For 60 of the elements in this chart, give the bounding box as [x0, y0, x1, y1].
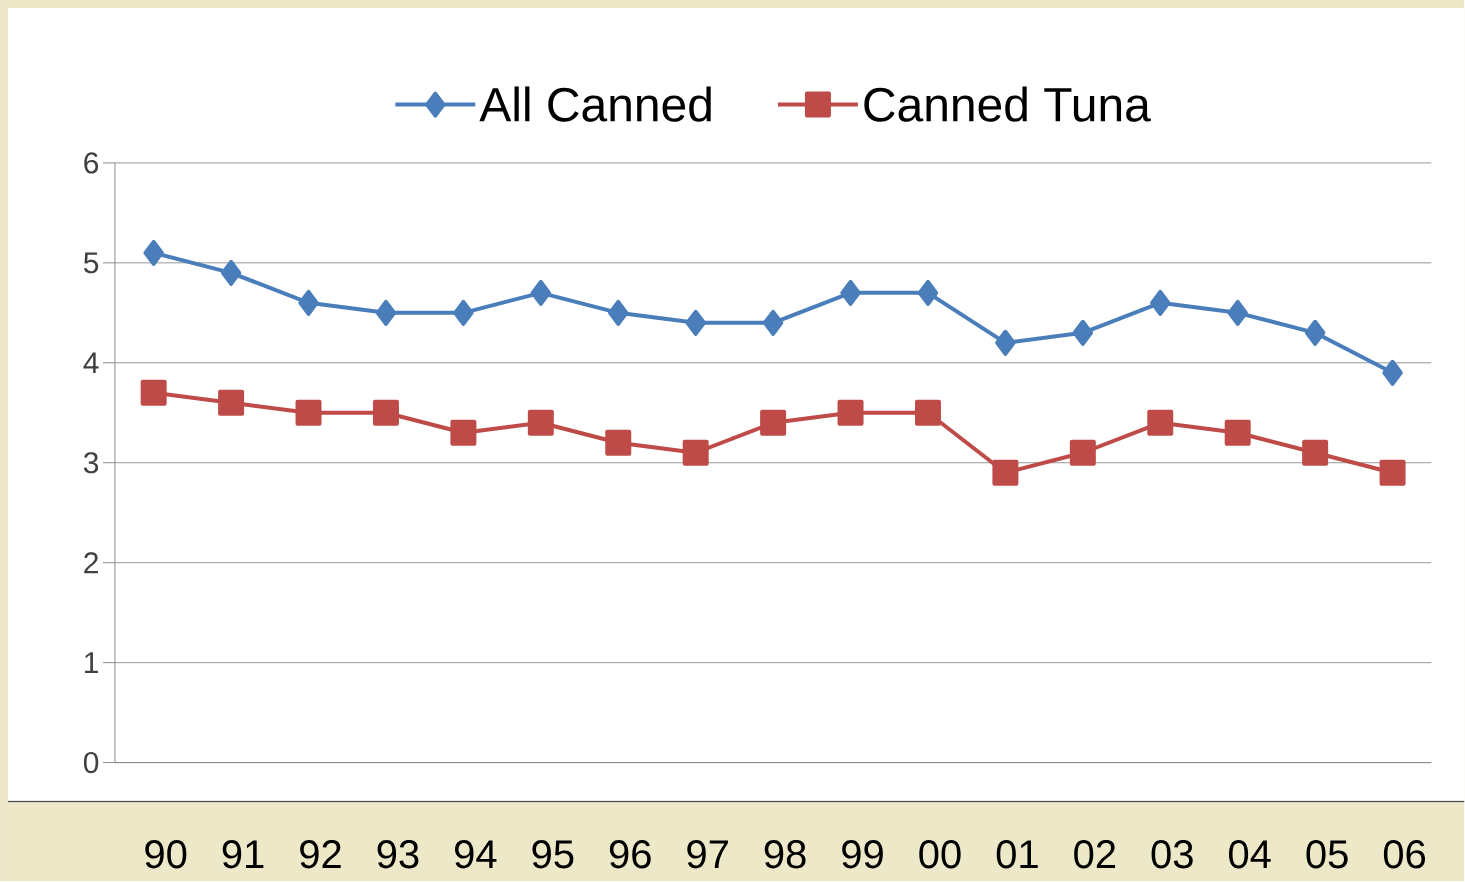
x-tick-label: 05 — [1306, 840, 1348, 869]
x-tick-label: 91 — [222, 840, 264, 869]
point — [220, 260, 242, 287]
y-tick-label: 5 — [83, 252, 99, 274]
point — [995, 330, 1016, 357]
point — [837, 400, 864, 426]
x-tick-label: 99 — [842, 840, 883, 869]
x-tick-label: 90 — [145, 840, 187, 869]
point — [685, 310, 706, 337]
legend-label: Canned Tuna — [864, 86, 1151, 122]
point — [295, 400, 322, 426]
point — [1302, 439, 1329, 466]
point — [762, 310, 784, 337]
x-tick-label: 93 — [377, 840, 419, 869]
x-tick-label: 94 — [455, 840, 497, 869]
x-tick-label: 97 — [687, 840, 728, 869]
point — [1227, 300, 1248, 327]
x-tick-label: 06 — [1383, 840, 1426, 869]
point — [682, 439, 709, 466]
x-tick-label: 01 — [996, 840, 1038, 869]
x-tick-label: 96 — [609, 840, 651, 869]
x-tick-label: 02 — [1074, 840, 1116, 869]
point — [992, 459, 1019, 486]
point — [840, 280, 861, 307]
point — [530, 280, 552, 307]
point — [1224, 420, 1251, 446]
y-tick-label: 3 — [83, 452, 99, 474]
y-tick-label: 6 — [84, 152, 99, 174]
point — [453, 300, 474, 327]
point — [1382, 360, 1403, 387]
point — [140, 380, 167, 407]
x-tick-label: 95 — [532, 840, 574, 869]
point — [608, 300, 629, 327]
point — [527, 410, 554, 436]
point — [760, 410, 787, 436]
point — [375, 300, 397, 327]
point — [143, 240, 164, 267]
y-tick-label: 0 — [83, 752, 99, 774]
point — [1147, 410, 1174, 436]
point — [372, 400, 399, 426]
y-tick-label: 2 — [84, 552, 98, 574]
point — [1150, 290, 1171, 317]
y-tick-label: 4 — [83, 352, 99, 374]
x-tick-label: 00 — [919, 840, 961, 869]
point — [1379, 459, 1406, 486]
x-tick-label: 03 — [1151, 840, 1193, 869]
point — [218, 390, 245, 417]
point — [605, 430, 632, 456]
point — [1069, 439, 1096, 466]
point — [917, 280, 939, 307]
point — [1304, 320, 1326, 347]
legend-label: All Canned — [479, 86, 711, 122]
point — [450, 420, 477, 446]
point — [298, 290, 319, 317]
x-tick-label: 04 — [1229, 840, 1271, 869]
x-tick-label: 98 — [764, 840, 806, 869]
x-tick-label: 92 — [300, 840, 341, 869]
point — [1072, 320, 1094, 347]
point — [914, 400, 941, 426]
y-tick-label: 1 — [85, 652, 98, 674]
